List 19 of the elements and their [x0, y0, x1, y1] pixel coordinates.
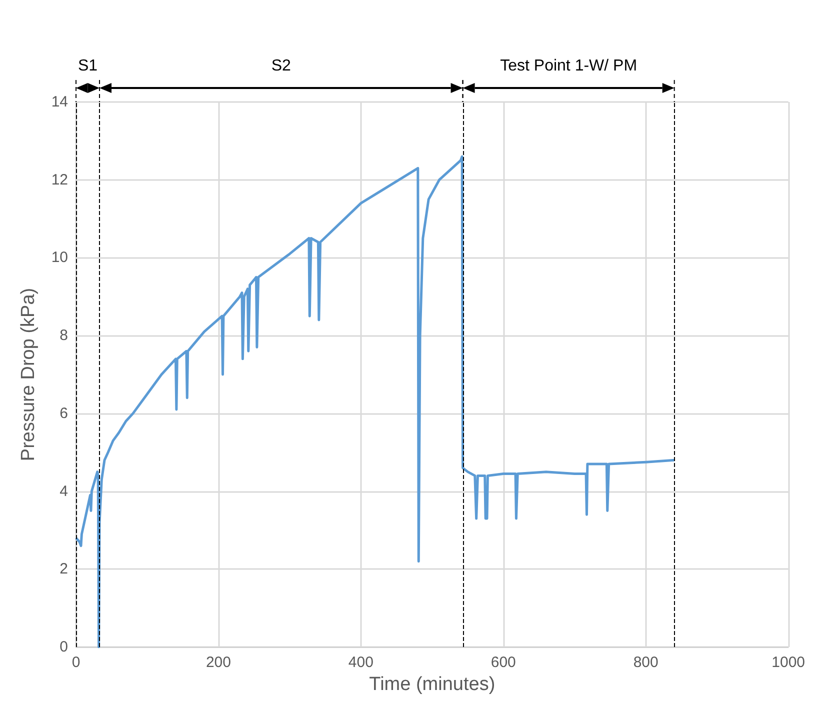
x-tick-label: 1000: [772, 654, 806, 671]
y-tick-label: 6: [60, 404, 68, 422]
y-tick-label: 14: [51, 94, 68, 110]
text: S2: [271, 58, 292, 74]
y-tick-label: 2: [60, 560, 68, 578]
x-tick-label: 400: [348, 654, 374, 671]
y-axis-title: Pressure Drop (kPa): [18, 288, 39, 462]
x-tick-label: 0: [72, 654, 80, 671]
text: Test Point 1-W/ PM: [500, 58, 638, 74]
y-tick-label: 4: [60, 482, 68, 500]
y-tick-label: 0: [60, 638, 68, 656]
y-tick-label: 10: [51, 249, 68, 266]
x-axis-title: Time (minutes): [369, 674, 496, 695]
text: S1: [78, 58, 98, 74]
y-tick-label: 12: [51, 171, 68, 188]
y-tick-label: 8: [60, 327, 68, 344]
x-tick-label: 600: [490, 654, 516, 671]
x-tick-label: 200: [206, 654, 231, 671]
x-tick-label: 800: [633, 654, 658, 671]
